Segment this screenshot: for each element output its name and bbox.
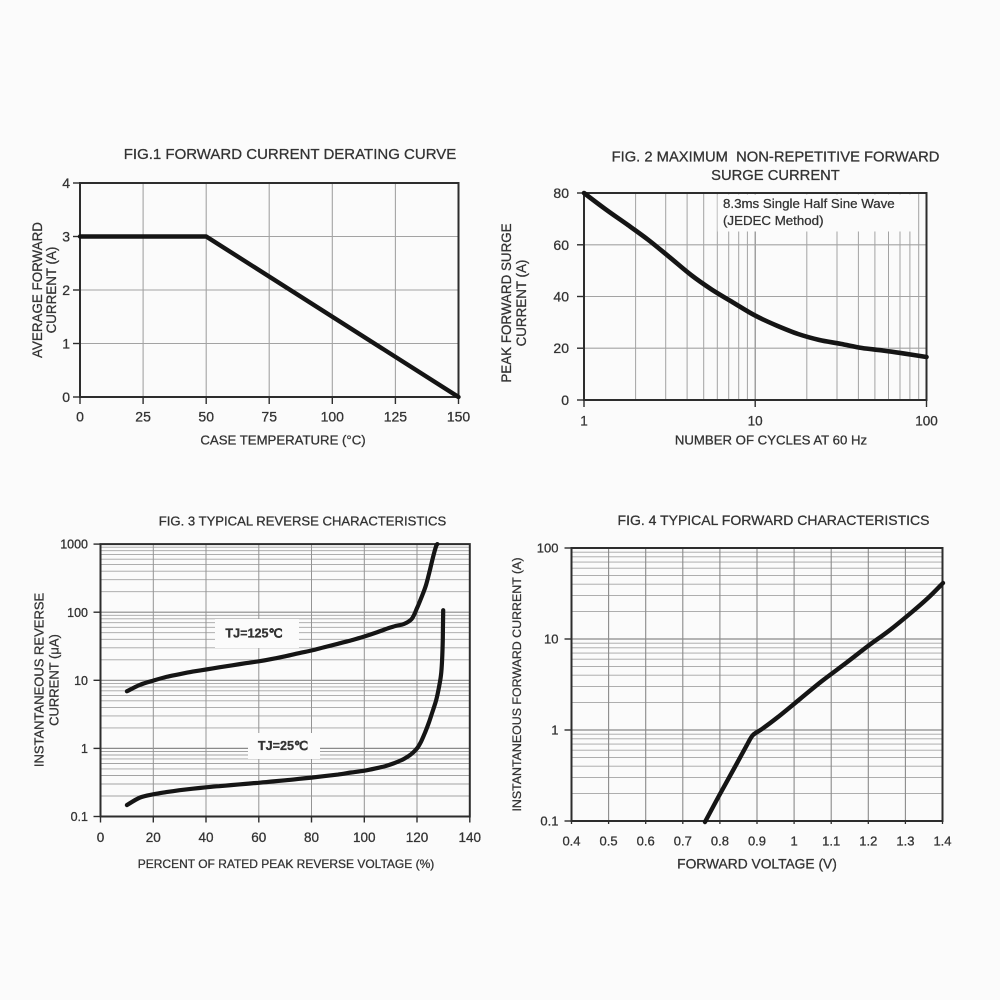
- svg-text:1.3: 1.3: [896, 834, 914, 849]
- svg-text:50: 50: [198, 409, 214, 425]
- svg-text:80: 80: [304, 830, 319, 845]
- svg-text:0: 0: [561, 392, 569, 408]
- svg-text:FIG. 2 MAXIMUM NON-REPETITIVE: FIG. 2 MAXIMUM NON-REPETITIVE FORWARD: [612, 150, 940, 166]
- svg-text:1.2: 1.2: [859, 834, 877, 849]
- svg-text:TJ=125℃: TJ=125℃: [225, 627, 282, 641]
- svg-text:CURRENT (μA): CURRENT (μA): [47, 634, 62, 726]
- svg-text:INSTANTANEOUS REVERSE: INSTANTANEOUS REVERSE: [32, 593, 47, 768]
- svg-text:8.3ms Single Half Sine Wave: 8.3ms Single Half Sine Wave: [723, 196, 895, 211]
- svg-text:0: 0: [62, 389, 70, 405]
- svg-text:25: 25: [135, 409, 151, 425]
- svg-text:0.1: 0.1: [540, 814, 558, 829]
- svg-text:1: 1: [790, 834, 797, 849]
- svg-text:100: 100: [67, 606, 88, 620]
- svg-text:1000: 1000: [60, 538, 88, 552]
- svg-text:FIG.1 FORWARD CURRENT DERATING: FIG.1 FORWARD CURRENT DERATING CURVE: [124, 146, 457, 163]
- svg-text:75: 75: [261, 409, 277, 425]
- svg-text:1: 1: [62, 336, 70, 352]
- svg-text:0.8: 0.8: [711, 834, 729, 849]
- svg-text:FIG. 4 TYPICAL FORWARD CHARACT: FIG. 4 TYPICAL FORWARD CHARACTERISTICS: [618, 512, 930, 528]
- svg-text:100: 100: [915, 414, 938, 429]
- svg-text:(JEDEC Method): (JEDEC Method): [723, 213, 824, 228]
- svg-text:80: 80: [553, 185, 569, 201]
- svg-text:100: 100: [321, 409, 345, 425]
- svg-text:0.6: 0.6: [637, 834, 655, 849]
- svg-text:60: 60: [553, 237, 569, 253]
- svg-text:3: 3: [62, 229, 70, 245]
- svg-text:1.4: 1.4: [933, 834, 951, 849]
- svg-text:AVERAGE FORWARD: AVERAGE FORWARD: [30, 222, 45, 358]
- svg-text:60: 60: [251, 830, 266, 845]
- svg-text:0.1: 0.1: [71, 810, 88, 824]
- svg-text:0: 0: [97, 830, 105, 845]
- svg-text:FIG. 3 TYPICAL REVERSE CHARACT: FIG. 3 TYPICAL REVERSE CHARACTERISTICS: [159, 514, 447, 529]
- svg-text:1: 1: [551, 723, 558, 738]
- svg-text:40: 40: [553, 289, 569, 305]
- svg-text:CURRENT (A): CURRENT (A): [514, 260, 529, 347]
- svg-text:CASE TEMPERATURE (°C): CASE TEMPERATURE (°C): [200, 433, 365, 448]
- svg-text:TJ=25℃: TJ=25℃: [258, 739, 308, 753]
- svg-text:CURRENT (A): CURRENT (A): [44, 247, 59, 334]
- svg-text:0.9: 0.9: [748, 834, 766, 849]
- svg-text:150: 150: [447, 409, 471, 425]
- svg-text:INSTANTANEOUS FORWARD CURRENT: INSTANTANEOUS FORWARD CURRENT (A): [510, 557, 524, 811]
- svg-text:40: 40: [198, 830, 213, 845]
- svg-text:10: 10: [74, 674, 88, 688]
- svg-text:140: 140: [459, 830, 482, 845]
- svg-text:1: 1: [81, 742, 88, 756]
- svg-text:0.4: 0.4: [562, 834, 580, 849]
- svg-text:0.7: 0.7: [674, 834, 692, 849]
- svg-text:10: 10: [748, 414, 763, 429]
- svg-text:10: 10: [544, 632, 558, 647]
- svg-text:100: 100: [353, 830, 376, 845]
- svg-text:0: 0: [76, 409, 84, 425]
- svg-text:PEAK FORWARD SURGE: PEAK FORWARD SURGE: [499, 223, 514, 382]
- svg-text:125: 125: [384, 409, 408, 425]
- svg-text:FORWARD VOLTAGE (V): FORWARD VOLTAGE (V): [677, 857, 837, 872]
- svg-text:20: 20: [146, 830, 161, 845]
- svg-text:PERCENT OF RATED PEAK REVERSE: PERCENT OF RATED PEAK REVERSE VOLTAGE (%…: [138, 857, 435, 871]
- svg-text:120: 120: [406, 830, 429, 845]
- svg-text:NUMBER OF CYCLES AT 60 Hz: NUMBER OF CYCLES AT 60 Hz: [675, 433, 867, 448]
- svg-text:SURGE CURRENT: SURGE CURRENT: [711, 168, 840, 184]
- svg-text:4: 4: [62, 175, 70, 191]
- svg-text:0.5: 0.5: [600, 834, 618, 849]
- svg-text:1.1: 1.1: [822, 834, 840, 849]
- svg-text:1: 1: [580, 414, 588, 429]
- svg-text:20: 20: [553, 340, 569, 356]
- svg-text:2: 2: [62, 282, 70, 298]
- svg-text:100: 100: [537, 541, 559, 556]
